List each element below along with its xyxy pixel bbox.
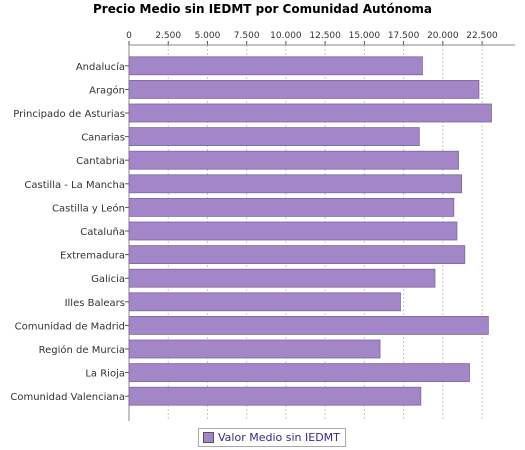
category-label: Principado de Asturias (13, 109, 125, 120)
legend-label: Valor Medio sin IEDMT (218, 431, 340, 444)
bar (128, 56, 423, 76)
category-label: Comunidad de Madrid (15, 321, 125, 332)
bar (128, 315, 489, 335)
bar (128, 197, 455, 217)
bar (128, 103, 492, 123)
bar (128, 292, 401, 312)
x-tick-label: 22.500 (466, 31, 498, 41)
chart-title: Precio Medio sin IEDMT por Comunidad Aut… (93, 2, 432, 16)
category-label: Aragón (89, 84, 125, 96)
category-label: Canarias (81, 133, 125, 144)
bar (128, 386, 422, 406)
bar (128, 150, 459, 170)
bar (128, 127, 420, 146)
bar (128, 80, 480, 99)
category-label: Cantabria (76, 156, 125, 167)
x-tick-label: 20.000 (427, 31, 459, 41)
bar (128, 174, 463, 194)
category-label: Región de Murcia (39, 344, 125, 356)
legend-swatch (203, 432, 214, 443)
category-label: Comunidad Valenciana (10, 392, 125, 403)
category-label: Extremadura (60, 251, 125, 262)
category-label: La Rioja (85, 369, 125, 380)
category-label: Illes Balears (65, 298, 125, 309)
category-label: Castilla - La Mancha (24, 180, 125, 191)
bar (128, 221, 458, 241)
x-tick-label: 10.000 (270, 31, 302, 41)
bar (128, 268, 436, 288)
bar (128, 245, 466, 265)
x-tick-label: 2.500 (155, 31, 181, 41)
category-label: Castilla y León (52, 202, 125, 214)
category-label: Andalucía (76, 61, 125, 73)
category-label: Galicia (91, 274, 125, 285)
x-tick-label: 0 (126, 31, 132, 41)
x-tick-label: 15.000 (349, 31, 381, 41)
x-tick-label: 17.500 (388, 31, 420, 41)
category-label: Cataluña (80, 227, 125, 238)
x-tick-label: 5.000 (195, 31, 221, 41)
x-tick-label: 12.500 (309, 31, 341, 41)
legend: Valor Medio sin IEDMT (198, 428, 346, 447)
bar (128, 339, 381, 359)
bar (128, 363, 470, 383)
x-tick-label: 7.500 (234, 31, 260, 41)
